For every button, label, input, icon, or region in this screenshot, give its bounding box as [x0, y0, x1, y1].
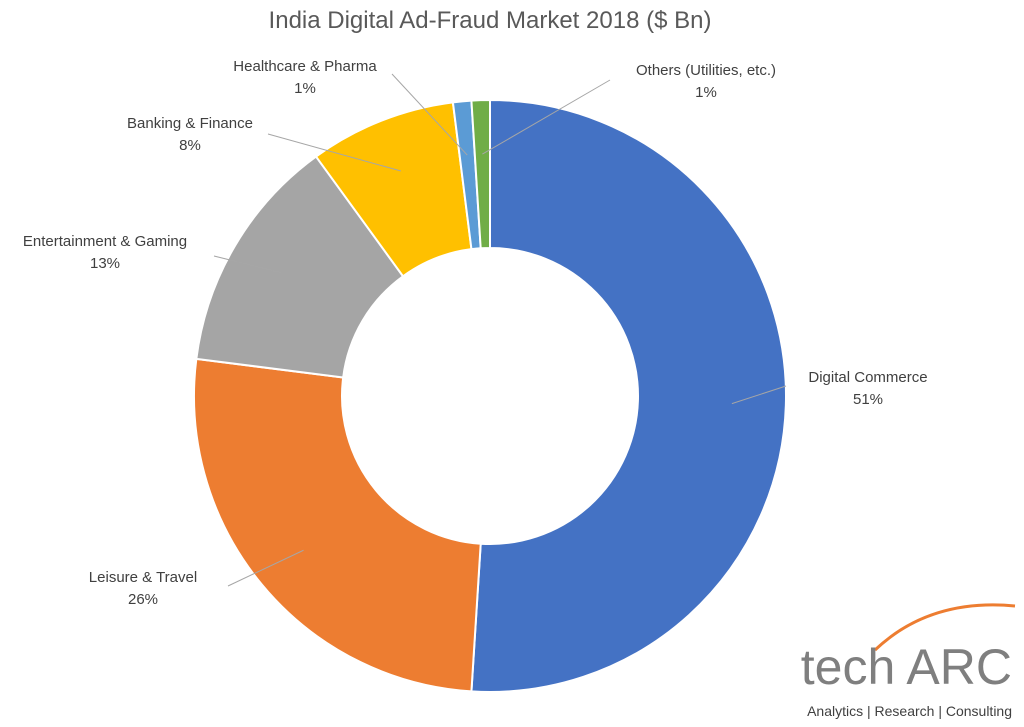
- slice-value-label: 1%: [695, 84, 717, 101]
- slice-value-label: 51%: [853, 391, 883, 408]
- slice-value-label: 1%: [294, 80, 316, 97]
- leader-line: [482, 79, 611, 155]
- slice-label: Others (Utilities, etc.): [636, 62, 776, 79]
- logo-swoosh: [873, 603, 1016, 652]
- slice-value-label: 8%: [179, 137, 201, 154]
- slice-others-utilities-etc: [470, 98, 491, 250]
- slice-label: Banking & Finance: [127, 115, 253, 132]
- slice-label: Leisure & Travel: [89, 569, 197, 586]
- techarc-logo: tech ARC Analytics | Research | Consulti…: [801, 603, 1016, 719]
- slice-value-label: 26%: [128, 591, 158, 608]
- leader-line: [227, 549, 304, 587]
- chart-title: India Digital Ad-Fraud Market 2018 ($ Bn…: [269, 7, 712, 34]
- leader-line: [267, 133, 402, 172]
- slice-labels: Digital Commerce 51% Leisure & Travel 26% En…: [23, 58, 928, 608]
- slice-entertainment-gaming: [195, 155, 405, 379]
- leader-lines: [213, 73, 787, 587]
- leader-line: [213, 255, 282, 274]
- slice-digital-commerce: [470, 98, 787, 693]
- donut-slices: [193, 98, 787, 693]
- leader-line: [731, 385, 787, 405]
- slice-label: Entertainment & Gaming: [23, 233, 187, 250]
- logo-text: tech ARC: [801, 639, 1012, 695]
- slice-label: Digital Commerce: [808, 369, 927, 386]
- slice-label: Healthcare & Pharma: [233, 58, 377, 75]
- logo-tagline: Analytics | Research | Consulting: [807, 703, 1012, 719]
- leader-line: [391, 73, 468, 156]
- slice-value-label: 13%: [90, 255, 120, 272]
- slice-leisure-travel: [193, 357, 482, 693]
